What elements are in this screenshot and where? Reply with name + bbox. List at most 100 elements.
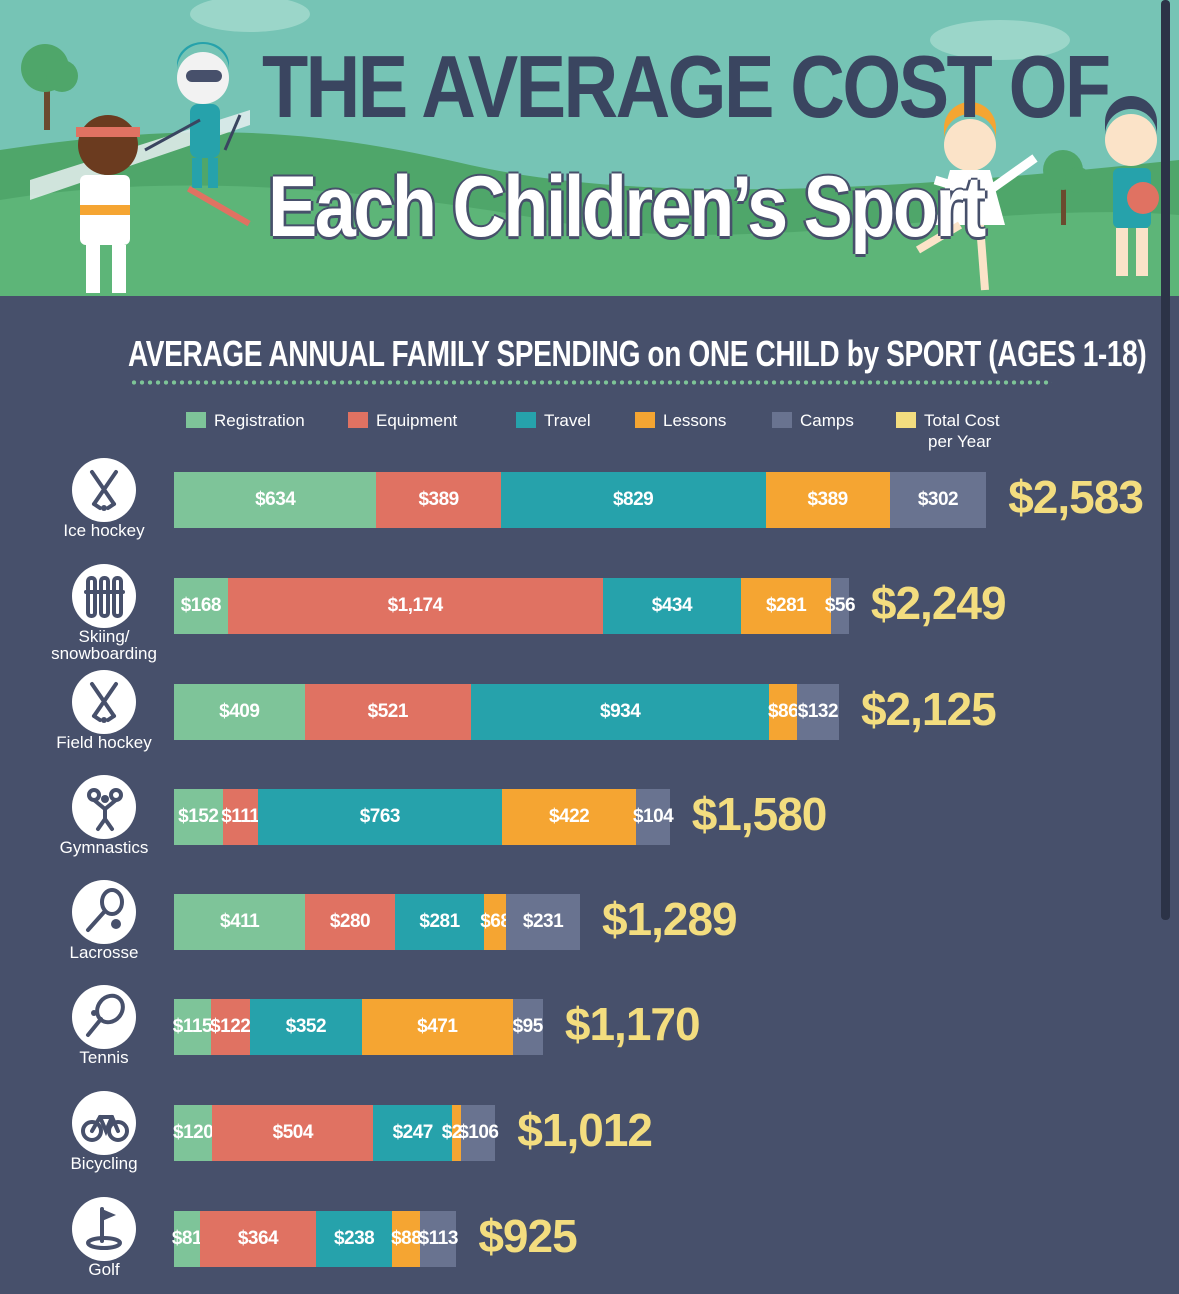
bar-segment-registration: $634: [174, 472, 377, 528]
sport-label: Lacrosse: [24, 944, 184, 961]
dancer-figure: [915, 102, 1038, 291]
bar-segment-travel: $763: [258, 789, 502, 845]
bar-segment-travel: $281: [394, 894, 485, 950]
legend-swatch-registration: [186, 412, 206, 428]
bar-segment-registration: $81: [172, 1211, 203, 1267]
title-line-1: THE AVERAGE COST OF: [262, 37, 1111, 136]
gymnast-rings-icon: [72, 775, 136, 839]
scrollbar[interactable]: [1161, 0, 1170, 920]
bar-segment-camps: $231: [506, 894, 580, 950]
hero-illustration: [0, 0, 1179, 296]
bar-segment-camps: $104: [633, 789, 674, 845]
sport-label-line1: Field hockey: [56, 733, 152, 752]
sport-label: Tennis: [24, 1049, 184, 1066]
legend-label-lessons: Lessons: [663, 411, 727, 430]
total-cost-label: $2,583: [1008, 471, 1144, 523]
cloud-icon: [930, 20, 1070, 60]
legend-label-travel: Travel: [544, 411, 591, 430]
bar-segment-travel: $829: [500, 472, 766, 528]
legend-swatch-travel: [516, 412, 536, 428]
front-hill: [0, 185, 1179, 296]
total-cost-label: $1,170: [564, 998, 701, 1050]
bar-segment-camps: $132: [796, 684, 839, 740]
skis-icon: [72, 564, 136, 628]
bar-segment-travel: $934: [471, 684, 770, 740]
bar-segment-lessons: $88: [391, 1211, 422, 1267]
bar-segment-registration: $411: [174, 894, 306, 950]
sport-label-line2: snowboarding: [51, 644, 157, 663]
sport-label: Skiing/snowboarding: [24, 628, 184, 662]
bar-segment-registration: $152: [174, 789, 223, 845]
bar-segment-camps: $95: [512, 999, 543, 1055]
legend-label-registration: Registration: [214, 411, 305, 430]
bar-segment-lessons: $389: [765, 472, 890, 528]
total-cost-label: $925: [478, 1210, 577, 1262]
tree-icon: [21, 44, 78, 130]
field-hockey-sticks-icon: [72, 670, 136, 734]
stacked-bar: $634 $389 $829 $389 $302: [174, 472, 987, 528]
bar-segment-travel: $238: [316, 1211, 393, 1267]
bar-segment-travel: $352: [249, 999, 363, 1055]
bar-segment-registration: $115: [173, 999, 212, 1055]
chart-subtitle: AVERAGE ANNUAL FAMILY SPENDING on ONE CH…: [128, 333, 1147, 374]
bar-segment-registration: $168: [174, 578, 228, 634]
dotted-divider: [130, 380, 1052, 385]
legend-label-equipment: Equipment: [376, 411, 458, 430]
sport-label-line1: Gymnastics: [59, 838, 149, 857]
sport-label-line1: Golf: [88, 1260, 120, 1279]
bar-segment-equipment: $111: [221, 789, 260, 845]
basketball-kid-figure: [1105, 96, 1159, 276]
total-cost-label: $2,249: [870, 577, 1007, 629]
skier-figure: [144, 42, 251, 227]
total-cost-label: $2,125: [860, 683, 997, 735]
sport-label: Field hockey: [24, 734, 184, 751]
bar-segment-travel: $434: [602, 578, 742, 634]
sport-label: Bicycling: [24, 1155, 184, 1172]
karate-kid-figure: [76, 115, 140, 293]
total-cost-label: $1,580: [691, 788, 828, 840]
total-cost-label: $1,012: [517, 1104, 653, 1156]
tree-icon: [1043, 150, 1091, 225]
sport-label-line1: Skiing/: [78, 627, 130, 646]
sport-label-line1: Tennis: [79, 1048, 129, 1067]
bar-segment-travel: $247: [373, 1105, 453, 1161]
bar-segment-lessons: $68: [480, 894, 511, 950]
bar-segment-equipment: $1,174: [227, 578, 603, 634]
stacked-bar: $409 $521 $934 $86 $132: [174, 684, 839, 740]
bar-segment-lessons: $422: [501, 789, 637, 845]
sport-label-line1: Lacrosse: [69, 943, 139, 962]
legend-swatch-camps: [772, 412, 792, 428]
sport-label: Golf: [24, 1261, 184, 1278]
bar-segment-equipment: $504: [212, 1105, 374, 1161]
legend-swatch-equipment: [348, 412, 368, 428]
bar-segment-lessons: $86: [768, 684, 799, 740]
stacked-bar: $168 $1,174 $434 $281 $56: [174, 578, 856, 634]
sport-label-line1: Ice hockey: [63, 521, 145, 540]
stacked-bar: $115 $122 $352 $471 $95: [173, 999, 543, 1055]
bar-segment-registration: $409: [174, 684, 305, 740]
sport-label-line1: Bicycling: [70, 1154, 138, 1173]
bar-segment-lessons: $281: [741, 578, 831, 634]
stacked-bar: $81 $364 $238 $88 $113: [172, 1211, 458, 1267]
bar-segment-equipment: $389: [376, 472, 501, 528]
bar-segment-camps: $113: [419, 1211, 458, 1267]
stacked-bar: $120 $504 $247 $29 $106: [173, 1105, 499, 1161]
hero-header: THE AVERAGE COST OF Each Children’s Spor…: [0, 0, 1179, 296]
legend-swatch-lessons: [635, 412, 655, 428]
bar-segment-camps: $106: [458, 1105, 499, 1161]
bar-segment-equipment: $364: [199, 1211, 317, 1267]
bar-segment-registration: $120: [173, 1105, 214, 1161]
bar-segment-camps: $302: [889, 472, 987, 528]
lacrosse-stick-icon: [72, 880, 136, 944]
legend-label-camps: Camps: [800, 411, 854, 430]
ice-hockey-sticks-icon: [72, 458, 136, 522]
bicycle-icon: [72, 1091, 136, 1155]
total-cost-label: $1,289: [601, 893, 738, 945]
bar-segment-equipment: $122: [210, 999, 251, 1055]
cloud-icon: [190, 0, 310, 32]
bar-segment-equipment: $280: [305, 894, 395, 950]
legend-label-total-line2: per Year: [928, 432, 992, 451]
bar-segment-camps: $56: [825, 578, 856, 634]
legend-swatch-total: [896, 412, 916, 428]
